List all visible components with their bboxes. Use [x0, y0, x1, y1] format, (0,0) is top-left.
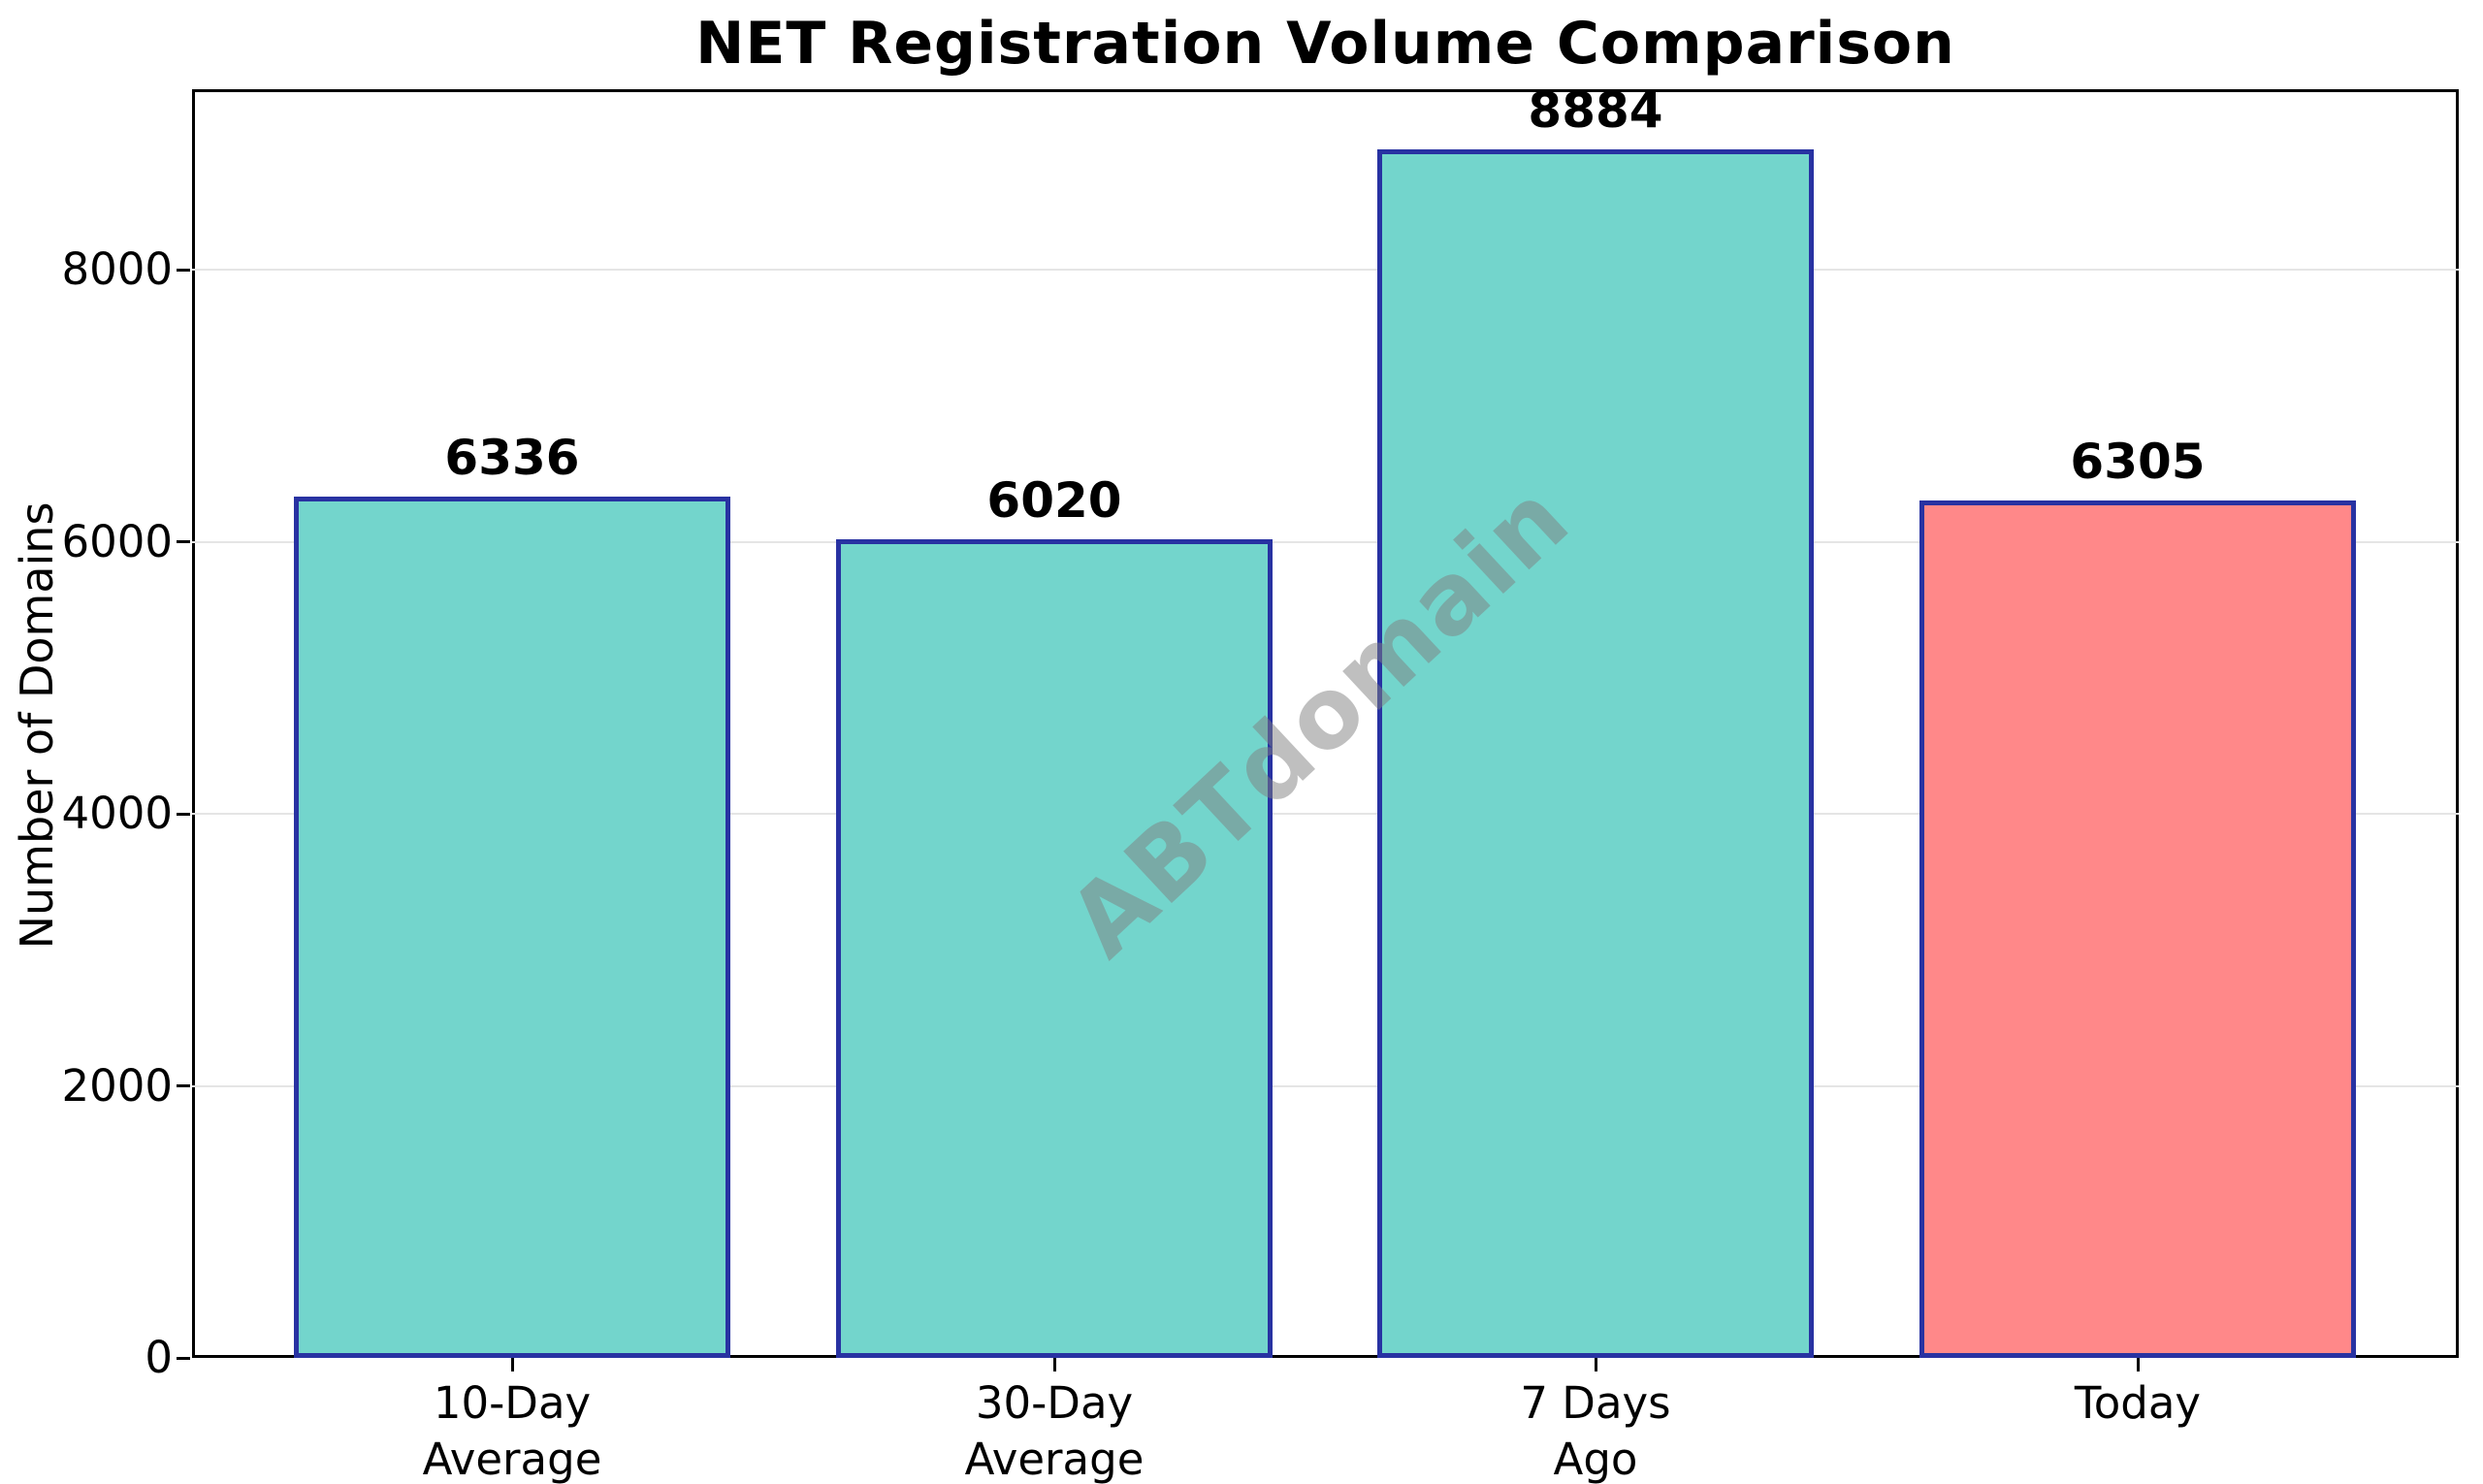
y-tick-label-6000: 6000	[61, 515, 173, 567]
x-tick-mark-today	[2136, 1358, 2140, 1371]
y-tick-mark-0	[177, 1356, 190, 1360]
x-tick-mark-7-days	[1594, 1358, 1597, 1371]
y-axis-label: Number of Domains	[11, 501, 63, 950]
gridline-6000	[192, 540, 2459, 543]
x-tick-label-30-day: 30-Day Average	[964, 1377, 1145, 1484]
y-tick-mark-4000	[177, 812, 190, 816]
y-tick-mark-8000	[177, 268, 190, 272]
value-label-10-day: 6336	[444, 429, 580, 486]
x-tick-label-10-day: 10-Day Average	[422, 1377, 602, 1484]
chart-title: NET Registration Volume Comparison	[695, 10, 1955, 78]
bar-7-days	[1377, 149, 1814, 1358]
value-label-30-day: 6020	[986, 471, 1122, 529]
y-tick-mark-6000	[177, 540, 190, 544]
y-tick-label-8000: 8000	[61, 243, 173, 296]
value-label-7-days: 8884	[1528, 82, 1663, 140]
gridline-8000	[192, 269, 2459, 272]
x-tick-mark-10-day	[510, 1358, 514, 1371]
bar-today	[1919, 500, 2356, 1358]
bar-30-day	[836, 538, 1273, 1358]
x-tick-label-today: Today	[2074, 1377, 2202, 1429]
y-tick-mark-2000	[177, 1084, 190, 1088]
x-tick-label-7-days: 7 Days Ago	[1520, 1377, 1671, 1484]
value-label-today: 6305	[2070, 433, 2206, 490]
y-tick-label-2000: 2000	[61, 1059, 173, 1112]
gridline-2000	[192, 1084, 2459, 1087]
gridline-4000	[192, 813, 2459, 816]
y-tick-label-0: 0	[145, 1332, 173, 1383]
bar-10-day	[294, 496, 730, 1358]
x-tick-mark-30-day	[1052, 1358, 1056, 1371]
y-tick-label-4000: 4000	[61, 788, 173, 840]
